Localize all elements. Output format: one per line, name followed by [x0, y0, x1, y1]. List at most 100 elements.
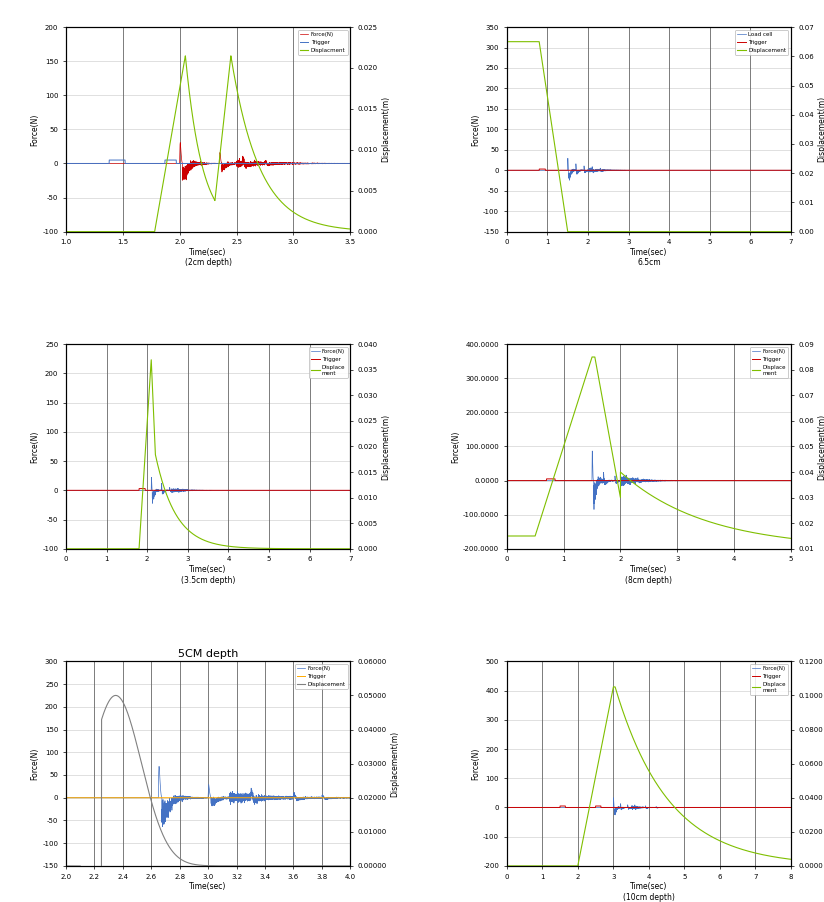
- Displacement: [563, 226, 573, 237]
- Line: Displace
ment: Displace ment: [507, 357, 791, 538]
- Trigger: [229, 792, 239, 803]
- Trigger: [61, 485, 71, 496]
- Force(N): [713, 475, 723, 486]
- Displacement: [272, 861, 282, 871]
- Trigger: [164, 485, 174, 496]
- Force(N): [154, 761, 164, 772]
- Trigger: [345, 485, 355, 496]
- Displacment: [272, 191, 282, 202]
- Trigger: [345, 158, 355, 169]
- Y-axis label: Force(N): Force(N): [30, 430, 40, 463]
- Trigger: [229, 158, 239, 169]
- Line: Trigger: Trigger: [66, 160, 350, 163]
- Displace
ment: [682, 815, 692, 825]
- Force(N): [272, 485, 282, 496]
- Trigger: [728, 165, 737, 176]
- Trigger: [75, 158, 85, 169]
- Trigger: [682, 165, 692, 176]
- Displace
ment: [61, 543, 71, 554]
- Displacement: [713, 226, 723, 237]
- Force(N): [178, 175, 188, 186]
- Force(N): [287, 485, 297, 496]
- Force(N): [728, 802, 737, 813]
- Force(N): [157, 821, 167, 832]
- Trigger: [134, 483, 144, 494]
- Trigger: [502, 475, 512, 486]
- Displace
ment: [728, 523, 737, 534]
- Force(N): [682, 475, 692, 486]
- Displace
ment: [345, 543, 355, 554]
- Trigger: [534, 163, 544, 174]
- Displace
ment: [605, 433, 615, 444]
- Trigger: [272, 158, 282, 169]
- Displace
ment: [682, 509, 692, 520]
- Trigger: [713, 475, 723, 486]
- Force(N): [176, 137, 185, 148]
- Displace
ment: [786, 854, 796, 865]
- Displace
ment: [605, 700, 615, 711]
- Force(N): [287, 158, 297, 169]
- Trigger: [682, 802, 692, 813]
- Displacment: [75, 226, 85, 237]
- Trigger: [670, 165, 680, 176]
- Line: Force(N): Force(N): [507, 797, 791, 815]
- Y-axis label: Force(N): Force(N): [471, 748, 480, 780]
- Force(N): [61, 485, 71, 496]
- Force(N): [605, 475, 615, 486]
- Force(N): [786, 475, 796, 486]
- Line: Displacement: Displacement: [507, 41, 791, 232]
- Trigger: [502, 802, 512, 813]
- Displacement: [345, 861, 355, 871]
- Force(N): [682, 802, 692, 813]
- Force(N): [241, 159, 251, 170]
- Displacement: [164, 841, 174, 851]
- Displace
ment: [587, 352, 597, 363]
- Force(N): [588, 446, 597, 456]
- Force(N): [61, 158, 71, 169]
- Force(N): [345, 158, 355, 169]
- Force(N): [272, 793, 282, 804]
- Displacement: [786, 226, 796, 237]
- Trigger: [713, 165, 723, 176]
- Trigger: [516, 475, 526, 486]
- Force(N): [502, 475, 512, 486]
- Displacement: [605, 226, 615, 237]
- Displace
ment: [670, 503, 680, 514]
- Force(N): [164, 485, 174, 496]
- Displacement: [241, 861, 251, 871]
- Y-axis label: Force(N): Force(N): [451, 430, 460, 463]
- Force(N): [786, 802, 796, 813]
- Force(N): [670, 475, 680, 486]
- Displacment: [241, 125, 251, 136]
- Trigger: [287, 485, 297, 496]
- Displace
ment: [75, 543, 85, 554]
- Force(N): [164, 158, 174, 169]
- Trigger: [345, 792, 355, 803]
- Trigger: [287, 792, 297, 803]
- Trigger: [272, 485, 282, 496]
- Y-axis label: Displacement(m): Displacement(m): [390, 731, 399, 796]
- Displacement: [670, 226, 680, 237]
- Trigger: [75, 485, 85, 496]
- Force(N): [502, 802, 512, 813]
- Line: Force(N): Force(N): [507, 451, 791, 510]
- Force(N): [75, 485, 85, 496]
- Legend: Force(N), Trigger, Displacement: Force(N), Trigger, Displacement: [294, 664, 348, 689]
- Force(N): [61, 792, 71, 803]
- Trigger: [502, 165, 512, 176]
- Displacement: [229, 861, 239, 871]
- Displace
ment: [713, 519, 723, 529]
- Trigger: [241, 792, 251, 803]
- Load cell: [670, 165, 680, 176]
- Displacement: [728, 226, 737, 237]
- Trigger: [670, 475, 680, 486]
- Displace
ment: [502, 861, 512, 871]
- Force(N): [287, 792, 297, 803]
- Trigger: [605, 475, 615, 486]
- Line: Trigger: Trigger: [507, 806, 791, 807]
- Displace
ment: [272, 543, 282, 554]
- Y-axis label: Displacement(m): Displacement(m): [817, 97, 824, 162]
- Force(N): [229, 485, 239, 496]
- Y-axis label: Force(N): Force(N): [30, 113, 40, 145]
- Trigger: [241, 485, 251, 496]
